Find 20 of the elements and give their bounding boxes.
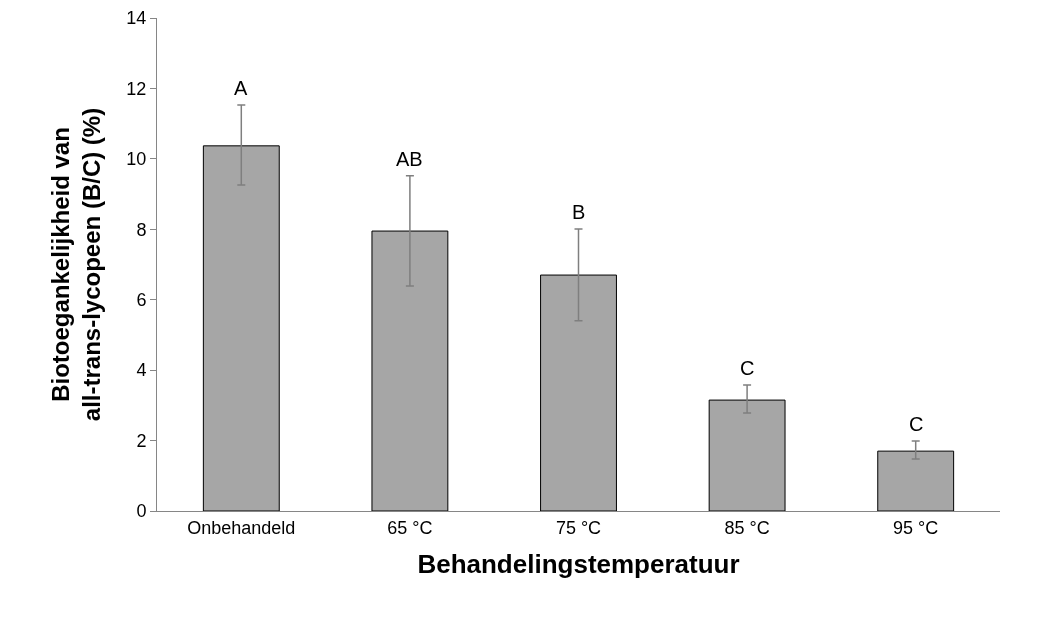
y-tick-label: 14 [126,8,147,29]
x-tick-label: 95 °C [893,517,939,538]
y-tick-label: 2 [136,430,147,451]
y-tick-label: 6 [136,290,147,311]
x-tick-label: 85 °C [724,517,770,538]
x-tick-label: Onbehandeld [187,517,296,538]
annotation: C [909,413,924,435]
annotation: A [234,77,248,99]
y-tick-label: 4 [136,360,147,381]
annotation: AB [396,148,423,170]
y-axis-title: Biotoegankelijkheid van all-trans-lycopeen (B/C) (%) [47,107,106,422]
x-tick-label: 75 °C [555,517,602,538]
y-tick-label: 0 [136,501,147,522]
x-tick-label: 65 °C [387,517,433,538]
y-tick-label: 10 [126,149,147,170]
annotation: B [572,201,586,223]
y-tick-label: 8 [136,219,147,240]
annotation: C [740,357,755,379]
y-tick-label: 12 [126,78,147,99]
x-axis-title: Behandelingstemperatuur [417,549,740,580]
